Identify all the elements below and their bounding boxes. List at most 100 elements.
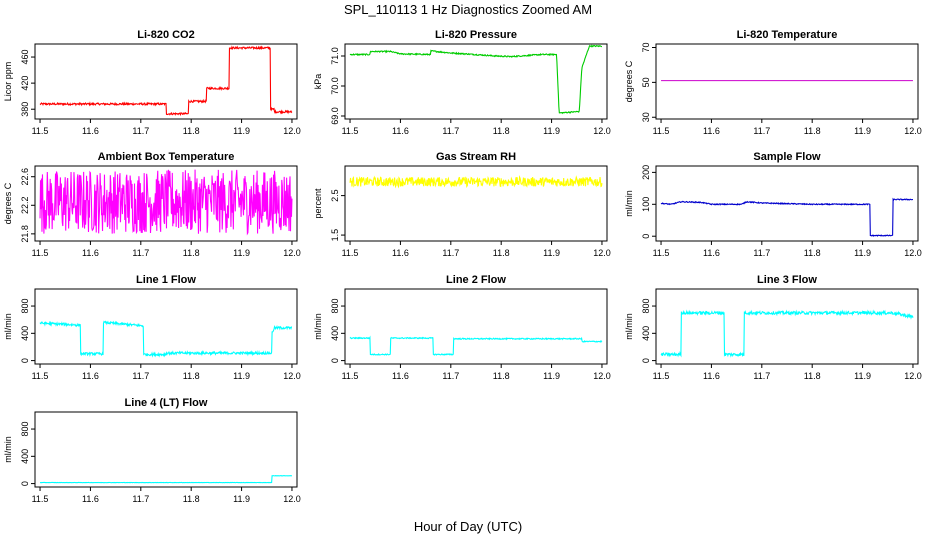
y-tick-label: 1.5 (330, 229, 340, 242)
plot-frame (344, 288, 608, 365)
x-tick-label: 11.8 (493, 248, 510, 258)
x-tick-label: 11.6 (703, 248, 720, 258)
x-tick-label: 11.5 (32, 494, 49, 504)
panel-3: Li-820 Temperature 11.5 11.6 11.7 11.8 11.9 12… (624, 29, 922, 136)
x-tick-label: 11.5 (32, 248, 49, 258)
panel-6: Sample Flow 11.5 11.6 11.7 11.8 11.9 12.0 0 100 2… (624, 151, 922, 258)
x-tick-label: 11.8 (804, 126, 821, 136)
y-tick-label: 71.0 (330, 47, 340, 65)
y-tick-label: 400 (641, 326, 651, 341)
y-axis-label: ml/min (3, 436, 13, 463)
y-tick-label: 800 (20, 299, 30, 314)
y-tick-label: 460 (20, 50, 30, 65)
x-tick-label: 12.0 (283, 494, 301, 504)
y-axis-label: Licor ppm (3, 62, 13, 102)
plot-frame (655, 165, 919, 242)
y-tick-label: 800 (20, 422, 30, 437)
panel-title: Line 3 Flow (757, 274, 817, 286)
y-tick-label: 0 (641, 358, 651, 363)
series-line-1 (39, 320, 293, 358)
x-tick-label: 11.6 (392, 126, 409, 136)
x-tick-label: 11.7 (132, 248, 149, 258)
series-line-1 (39, 169, 293, 236)
y-tick-label: 70 (641, 42, 651, 52)
y-axis-label: kPa (313, 74, 323, 90)
panel-9: Line 3 Flow 11.5 11.6 11.7 11.8 11.9 12.0 0 400 8… (624, 274, 922, 381)
panel-10: Line 4 (LT) Flow 11.5 11.6 11.7 11.8 11.9 12.0… (3, 397, 301, 504)
x-tick-label: 12.0 (283, 371, 301, 381)
x-tick-label: 11.5 (342, 371, 359, 381)
x-tick-label: 11.6 (82, 248, 99, 258)
x-tick-label: 12.0 (593, 248, 611, 258)
series-line-1 (349, 335, 603, 356)
x-tick-label: 12.0 (593, 371, 611, 381)
y-axis-label: degrees C (3, 182, 13, 224)
x-tick-label: 11.7 (753, 371, 770, 381)
y-tick-label: 0 (330, 358, 340, 363)
x-tick-label: 11.8 (493, 371, 510, 381)
y-tick-label: 22.6 (20, 168, 30, 186)
x-tick-label: 11.7 (442, 248, 459, 258)
panel-title: Sample Flow (753, 151, 821, 163)
x-tick-label: 11.7 (132, 494, 149, 504)
panel-title: Li-820 CO2 (137, 29, 194, 41)
x-tick-label: 12.0 (593, 126, 611, 136)
x-tick-label: 11.8 (493, 126, 510, 136)
panel-title: Line 1 Flow (136, 274, 196, 286)
panel-8: Line 2 Flow 11.5 11.6 11.7 11.8 11.9 12.0 0 400 8… (313, 274, 611, 381)
panel-title: Gas Stream RH (436, 151, 516, 163)
x-tick-label: 11.6 (82, 126, 99, 136)
y-tick-label: 400 (330, 326, 340, 341)
x-tick-label: 11.9 (233, 494, 250, 504)
x-tick-label: 11.7 (132, 371, 149, 381)
y-tick-label: 400 (20, 326, 30, 341)
series-line-1 (349, 175, 603, 189)
x-tick-label: 11.7 (753, 248, 770, 258)
x-tick-label: 11.6 (82, 371, 99, 381)
x-tick-label: 11.9 (543, 126, 560, 136)
figure-title: SPL_110113 1 Hz Diagnostics Zoomed AM (344, 2, 592, 17)
x-tick-label: 11.5 (32, 126, 49, 136)
y-axis-label: degrees C (624, 60, 634, 102)
y-axis-label: percent (313, 188, 323, 219)
x-tick-label: 11.5 (342, 248, 359, 258)
y-tick-label: 800 (330, 299, 340, 314)
y-tick-label: 800 (641, 299, 651, 314)
plot-frame (34, 43, 298, 120)
panel-7: Line 1 Flow 11.5 11.6 11.7 11.8 11.9 12.0 0 400 8… (3, 274, 301, 381)
x-tick-label: 11.8 (183, 494, 200, 504)
y-tick-label: 21.8 (20, 225, 30, 243)
y-tick-label: 380 (20, 102, 30, 117)
y-tick-label: 69.0 (330, 107, 340, 125)
x-tick-label: 11.9 (854, 248, 871, 258)
x-tick-label: 11.5 (342, 126, 359, 136)
y-axis-label: ml/min (624, 313, 634, 340)
x-tick-label: 11.5 (653, 248, 670, 258)
panel-1: Li-820 CO2 11.5 11.6 11.7 11.8 11.9 12.0 380 420… (3, 29, 301, 136)
panel-4: Ambient Box Temperature 11.5 11.6 11.7 11.8 1… (3, 151, 301, 258)
series-line-1 (39, 475, 292, 484)
x-tick-label: 12.0 (904, 248, 922, 258)
series-line-1 (349, 44, 602, 115)
x-tick-label: 11.7 (442, 126, 459, 136)
x-tick-label: 12.0 (283, 248, 301, 258)
x-tick-label: 11.8 (183, 248, 200, 258)
x-tick-label: 11.9 (233, 248, 250, 258)
x-tick-label: 11.7 (442, 371, 459, 381)
x-tick-label: 11.7 (132, 126, 149, 136)
y-tick-label: 100 (641, 197, 651, 212)
x-tick-label: 11.8 (804, 248, 821, 258)
plot-frame (34, 288, 298, 365)
x-tick-label: 11.9 (854, 371, 871, 381)
plot-frame (344, 165, 608, 242)
panel-5: Gas Stream RH 11.5 11.6 11.7 11.8 11.9 12.0 1.5… (313, 151, 611, 258)
series-line-1 (660, 197, 914, 237)
plot-frame (344, 43, 608, 120)
panel-title: Li-820 Pressure (435, 29, 517, 41)
x-tick-label: 11.8 (183, 371, 200, 381)
y-tick-label: 200 (641, 165, 651, 180)
x-tick-label: 11.6 (703, 126, 720, 136)
y-tick-label: 0 (20, 358, 30, 363)
